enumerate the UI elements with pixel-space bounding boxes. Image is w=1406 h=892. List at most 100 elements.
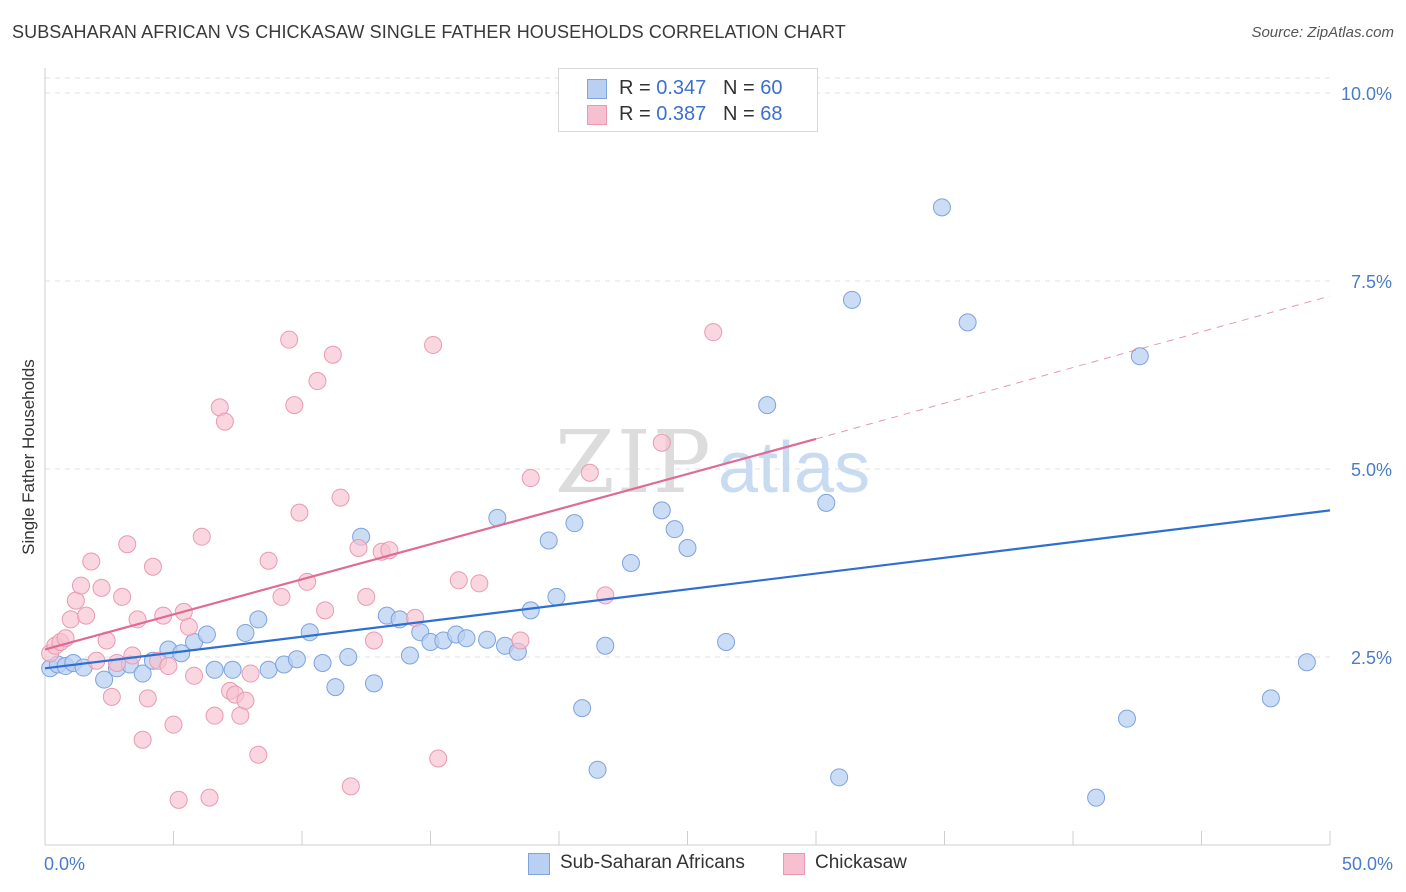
data-point-chickasaw [164,715,183,734]
data-point-chickasaw [123,646,142,665]
data-point-chickasaw [205,706,224,725]
legend-n-label: N = [722,103,761,125]
legend-n-value: 68 [760,103,783,125]
data-point-sub-saharan [573,699,592,718]
series-chickasaw [41,323,723,809]
legend-r-value: 0.347 [656,77,707,99]
data-point-sub-saharan [400,646,419,665]
x-tick-label: 0.0% [44,854,85,874]
data-point-sub-saharan [717,632,736,651]
data-point-sub-saharan [830,768,849,787]
data-point-chickasaw [341,777,360,796]
data-point-sub-saharan [205,660,224,679]
data-point-chickasaw [259,551,278,570]
data-point-sub-saharan [588,760,607,779]
data-point-chickasaw [107,654,126,673]
trend-line-sub-saharan [44,509,1331,670]
data-point-sub-saharan [817,493,836,512]
data-point-chickasaw [185,666,204,685]
data-point-sub-saharan [326,678,345,697]
data-point-sub-saharan [1117,709,1136,728]
bottom-legend-label-pink: Chickasaw [815,852,907,873]
data-point-chickasaw [285,396,304,415]
data-point-sub-saharan [652,501,671,520]
data-point-chickasaw [596,586,615,605]
data-point-chickasaw [652,433,671,452]
data-point-sub-saharan [678,538,697,557]
data-point-sub-saharan [665,520,684,539]
data-point-sub-saharan [842,290,861,309]
data-point-sub-saharan [547,587,566,606]
data-point-chickasaw [704,323,723,342]
data-point-chickasaw [215,412,234,431]
legend-r-value: 0.387 [656,103,707,125]
data-point-sub-saharan [197,625,216,644]
data-point-sub-saharan [259,660,278,679]
data-point-sub-saharan [932,198,951,217]
data-point-chickasaw [192,527,211,546]
legend-box: R = 0.347 N = 60 R = 0.387 N = 68 [558,68,818,132]
data-point-sub-saharan [457,629,476,648]
data-point-sub-saharan [565,514,584,533]
data-point-chickasaw [66,591,85,610]
data-point-chickasaw [249,745,268,764]
watermark: ZIP atlas [555,413,870,513]
data-point-sub-saharan [1297,653,1316,672]
data-point-chickasaw [521,469,540,488]
data-point-chickasaw [323,345,342,364]
tick-labels: 2.5% 5.0% 7.5% 10.0% 0.0% 50.0% [44,84,1393,874]
data-point-sub-saharan [95,670,114,689]
watermark-atlas: atlas [718,428,870,508]
data-point-chickasaw [316,601,335,620]
data-point-chickasaw [133,730,152,749]
data-point-chickasaw [143,557,162,576]
data-point-chickasaw [92,578,111,597]
legend-swatch-blue [587,79,607,99]
data-point-chickasaw [241,664,260,683]
data-point-sub-saharan [249,610,268,629]
data-point-chickasaw [511,631,530,650]
data-point-chickasaw [236,691,255,710]
data-point-chickasaw [349,538,368,557]
data-point-sub-saharan [758,396,777,415]
data-point-sub-saharan [223,660,242,679]
trend-lines [44,295,1331,670]
data-point-chickasaw [580,463,599,482]
data-point-chickasaw [357,587,376,606]
chart-title: SUBSAHARAN AFRICAN VS CHICKASAW SINGLE F… [12,22,846,42]
data-point-sub-saharan [958,313,977,332]
data-point-chickasaw [290,503,309,522]
data-point-sub-saharan [236,623,255,642]
data-point-sub-saharan [478,630,497,649]
data-point-sub-saharan [596,636,615,655]
y-tick-label: 5.0% [1351,460,1392,480]
data-point-sub-saharan [287,650,306,669]
data-point-chickasaw [179,617,198,636]
data-point-chickasaw [159,657,178,676]
axes [44,68,1331,846]
data-point-chickasaw [118,535,137,554]
y-axis-label: Single Father Households [19,359,38,555]
legend-text-pink: R = 0.387 N = 68 [619,103,782,126]
data-point-chickasaw [364,631,383,650]
legend-text-blue: R = 0.347 N = 60 [619,77,782,100]
data-point-chickasaw [102,687,121,706]
y-tick-label: 7.5% [1351,272,1392,292]
data-point-sub-saharan [364,674,383,693]
data-point-chickasaw [71,576,90,595]
data-point-chickasaw [449,571,468,590]
data-point-chickasaw [138,689,157,708]
data-point-chickasaw [77,606,96,625]
legend-swatch-pink [587,105,607,125]
data-point-sub-saharan [539,531,558,550]
legend-n-value: 60 [760,77,783,99]
data-point-chickasaw [169,790,188,809]
data-point-chickasaw [280,330,299,349]
data-point-sub-saharan [1130,347,1149,366]
legend-n-label: N = [722,77,761,99]
data-point-sub-saharan [313,654,332,673]
data-point-chickasaw [231,706,250,725]
trend-line-chickasaw-extension [815,295,1331,440]
bottom-legend-swatch-blue [528,853,550,875]
